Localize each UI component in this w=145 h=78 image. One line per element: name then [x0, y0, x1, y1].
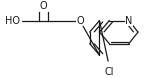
- Text: N: N: [125, 16, 133, 26]
- Text: Cl: Cl: [105, 67, 114, 77]
- Text: O: O: [76, 16, 84, 26]
- Text: HO: HO: [5, 16, 20, 26]
- Text: O: O: [40, 1, 47, 11]
